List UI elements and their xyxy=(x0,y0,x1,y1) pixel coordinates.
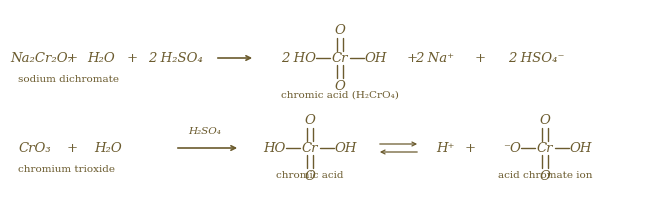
Text: 2 HO: 2 HO xyxy=(281,52,316,65)
Text: O: O xyxy=(540,114,550,127)
Text: O: O xyxy=(540,170,550,183)
Text: OH: OH xyxy=(364,52,387,65)
Text: chromium trioxide: chromium trioxide xyxy=(18,166,115,174)
Text: HO: HO xyxy=(263,141,286,154)
Text: Na₂Cr₂O₇: Na₂Cr₂O₇ xyxy=(10,52,73,65)
Text: chromic acid (H₂CrO₄): chromic acid (H₂CrO₄) xyxy=(281,91,399,99)
Text: ⁻O: ⁻O xyxy=(503,141,521,154)
Text: OH: OH xyxy=(334,141,356,154)
Text: Cr: Cr xyxy=(332,52,348,65)
Text: O: O xyxy=(334,79,346,92)
Text: +: + xyxy=(465,141,475,154)
Text: H⁺: H⁺ xyxy=(436,141,454,154)
Text: Cr: Cr xyxy=(302,141,318,154)
Text: CrO₃: CrO₃ xyxy=(18,141,51,154)
Text: O: O xyxy=(334,23,346,36)
Text: +: + xyxy=(126,52,138,65)
Text: +: + xyxy=(475,52,485,65)
Text: acid chromate ion: acid chromate ion xyxy=(498,170,592,180)
Text: sodium dichromate: sodium dichromate xyxy=(18,75,119,85)
Text: OH: OH xyxy=(569,141,591,154)
Text: chromic acid: chromic acid xyxy=(276,170,344,180)
Text: H₂SO₄: H₂SO₄ xyxy=(189,128,221,137)
Text: Cr: Cr xyxy=(537,141,553,154)
Text: +: + xyxy=(407,52,418,65)
Text: O: O xyxy=(305,114,315,127)
Text: +: + xyxy=(66,141,77,154)
Text: H₂O: H₂O xyxy=(87,52,115,65)
Text: O: O xyxy=(305,170,315,183)
Text: +: + xyxy=(66,52,77,65)
Text: 2 HSO₄⁻: 2 HSO₄⁻ xyxy=(508,52,564,65)
Text: 2 H₂SO₄: 2 H₂SO₄ xyxy=(148,52,203,65)
Text: H₂O: H₂O xyxy=(94,141,122,154)
Text: 2 Na⁺: 2 Na⁺ xyxy=(416,52,455,65)
